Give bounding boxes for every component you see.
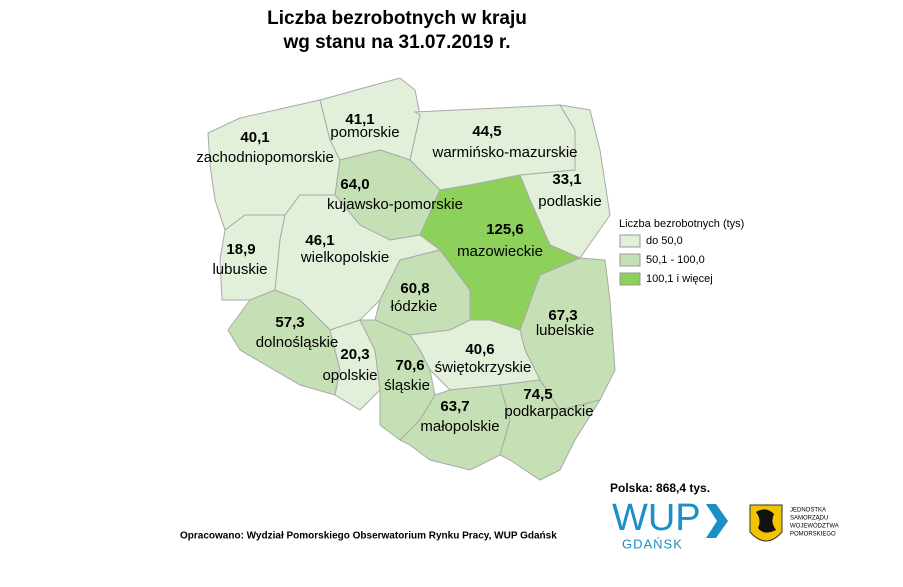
region-value: 18,9	[226, 241, 255, 258]
region	[499, 379, 602, 481]
region-value: 46,1	[305, 232, 334, 249]
wup-city: GDAŃSK	[622, 536, 683, 551]
regions	[207, 77, 616, 481]
region-value: 57,3	[275, 314, 304, 331]
region-value: 40,1	[240, 129, 269, 146]
region-name: śląskie	[384, 377, 430, 394]
legend-swatch	[619, 272, 641, 286]
region-value: 67,3	[548, 307, 577, 324]
region	[399, 384, 511, 471]
region-name: dolnośląskie	[256, 334, 339, 351]
legend-swatch	[619, 234, 641, 248]
region-value: 74,5	[523, 386, 552, 403]
legend-swatch	[619, 253, 641, 267]
source: Opracowano: Wydział Pomorskiego Obserwat…	[180, 531, 557, 542]
region-name: lubuskie	[212, 261, 267, 278]
region-name: małopolskie	[420, 418, 499, 435]
wup-arrow	[706, 504, 728, 538]
region-value: 41,1	[345, 111, 374, 128]
region-value: 60,8	[400, 280, 429, 297]
emblem-griffin	[756, 509, 776, 533]
wup-text: WUP	[612, 497, 701, 539]
region-value: 44,5	[472, 123, 501, 140]
title-line: Liczba bezrobotnych w kraju	[267, 8, 527, 29]
region-name: podkarpackie	[504, 403, 593, 420]
region-name: zachodniopomorskie	[196, 149, 334, 166]
region-value: 40,6	[465, 341, 494, 358]
region	[409, 319, 541, 391]
wup-logo: WUP GDAŃSK	[612, 497, 728, 551]
region-name: pomorskie	[330, 124, 399, 141]
legend-label: 100,1 i więcej	[646, 273, 713, 285]
emblem: JEDNOSTKA SAMORZĄDU WOJEWÓDZTWA POMORSKI…	[749, 504, 839, 542]
region-name: warmińsko-mazurskie	[431, 144, 577, 161]
title-line: wg stanu na 31.07.2019 r.	[282, 32, 510, 53]
region-name: mazowieckie	[457, 243, 543, 260]
region-name: lubelskie	[536, 322, 594, 339]
legend-label: do 50,0	[646, 235, 683, 247]
region-value: 125,6	[486, 221, 524, 238]
region-name: opolskie	[322, 367, 377, 384]
total: Polska: 868,4 tys.	[610, 481, 710, 495]
region-value: 63,7	[440, 398, 469, 415]
emblem-text: WOJEWÓDZTWA	[790, 523, 839, 530]
region-name: świętokrzyskie	[435, 359, 532, 376]
emblem-text: SAMORZĄDU	[790, 516, 828, 522]
emblem-text: POMORSKIEGO	[790, 532, 836, 538]
emblem-text: JEDNOSTKA	[790, 508, 826, 514]
region-name: łódzkie	[391, 298, 438, 315]
region-name: wielkopolskie	[300, 249, 389, 266]
region-name: kujawsko-pomorskie	[327, 196, 463, 213]
legend-title: Liczba bezrobotnych (tys)	[619, 218, 744, 230]
region-value: 20,3	[340, 346, 369, 363]
region-name: podlaskie	[538, 193, 601, 210]
legend-label: 50,1 - 100,0	[646, 254, 705, 266]
region-value: 70,6	[395, 357, 424, 374]
region-value: 33,1	[552, 171, 581, 188]
region-value: 64,0	[340, 176, 369, 193]
legend: do 50,0 50,1 - 100,0 100,1 i więcej	[619, 234, 713, 286]
